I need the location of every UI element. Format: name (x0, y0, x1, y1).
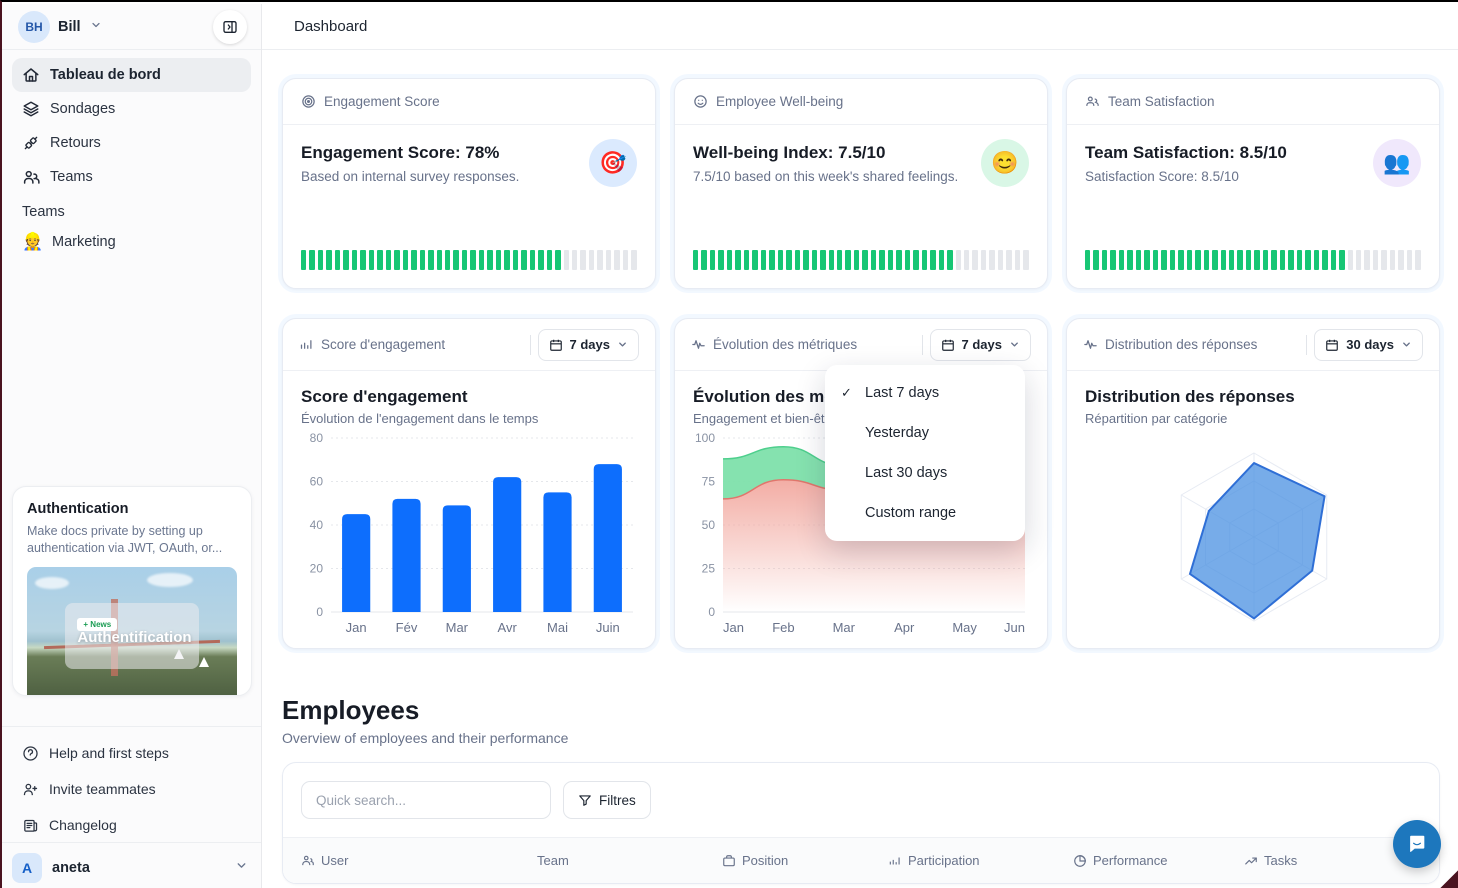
svg-text:Juin: Juin (596, 620, 620, 635)
svg-text:20: 20 (310, 562, 324, 576)
svg-text:Apr: Apr (894, 620, 915, 635)
svg-text:Jan: Jan (346, 620, 367, 635)
svg-text:Mar: Mar (446, 620, 469, 635)
svg-text:0: 0 (708, 605, 715, 619)
svg-text:40: 40 (310, 518, 324, 532)
svg-text:Mai: Mai (547, 620, 568, 635)
svg-text:100: 100 (695, 432, 715, 445)
svg-text:Fév: Fév (396, 620, 418, 635)
svg-text:50: 50 (702, 518, 716, 532)
svg-text:80: 80 (310, 432, 324, 445)
svg-text:Avr: Avr (498, 620, 518, 635)
svg-text:0: 0 (316, 605, 323, 619)
svg-text:Mar: Mar (833, 620, 856, 635)
svg-text:May: May (952, 620, 977, 635)
svg-text:75: 75 (702, 475, 716, 489)
svg-text:Feb: Feb (772, 620, 794, 635)
svg-text:Jun: Jun (1004, 620, 1025, 635)
svg-text:Jan: Jan (723, 620, 744, 635)
svg-text:60: 60 (310, 475, 324, 489)
svg-text:25: 25 (702, 562, 716, 576)
